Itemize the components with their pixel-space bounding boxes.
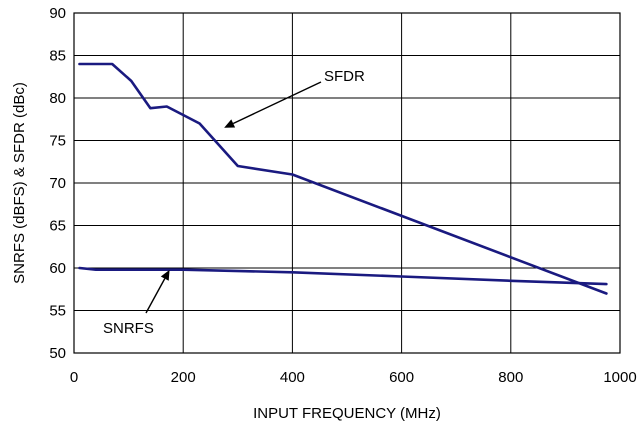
snrfs-annotation-arrowhead bbox=[160, 269, 170, 281]
snrfs-annotation-arrow bbox=[145, 278, 166, 314]
y-tick-label: 70 bbox=[49, 175, 66, 192]
y-tick-label: 60 bbox=[49, 260, 66, 277]
x-axis-label: INPUT FREQUENCY (MHz) bbox=[253, 405, 441, 422]
plot-frame bbox=[73, 12, 621, 354]
y-tick-label: 90 bbox=[49, 5, 66, 22]
y-tick-label: 55 bbox=[49, 303, 66, 320]
x-tick-label: 1000 bbox=[603, 369, 636, 386]
series-line-snrfs bbox=[78, 266, 608, 286]
tick-labels: 0 200 400 600 800 1000 50 55 60 65 70 75 80 85 90 bbox=[49, 5, 636, 386]
x-tick-label: 0 bbox=[70, 369, 78, 386]
sfdr-annotation-arrow bbox=[232, 81, 322, 125]
x-tick-label: 800 bbox=[498, 369, 523, 386]
y-tick-label: 80 bbox=[49, 90, 66, 107]
x-tick-label: 600 bbox=[389, 369, 414, 386]
sfdr-annotation-arrowhead bbox=[224, 119, 236, 128]
y-tick-label: 65 bbox=[49, 218, 66, 235]
y-tick-label: 75 bbox=[49, 133, 66, 150]
snrfs-annotation-label: SNRFS bbox=[103, 320, 154, 337]
y-tick-label: 85 bbox=[49, 48, 66, 65]
y-tick-label: 50 bbox=[49, 345, 66, 362]
series-line-sfdr bbox=[78, 62, 608, 295]
x-tick-label: 200 bbox=[171, 369, 196, 386]
y-axis-label: SNRFS (dBFS) & SFDR (dBc) bbox=[11, 82, 28, 284]
series-layer bbox=[78, 62, 608, 295]
annotations-layer: SFDR SNRFS bbox=[103, 68, 365, 337]
sfdr-annotation-label: SFDR bbox=[324, 68, 365, 85]
x-tick-label: 400 bbox=[280, 369, 305, 386]
